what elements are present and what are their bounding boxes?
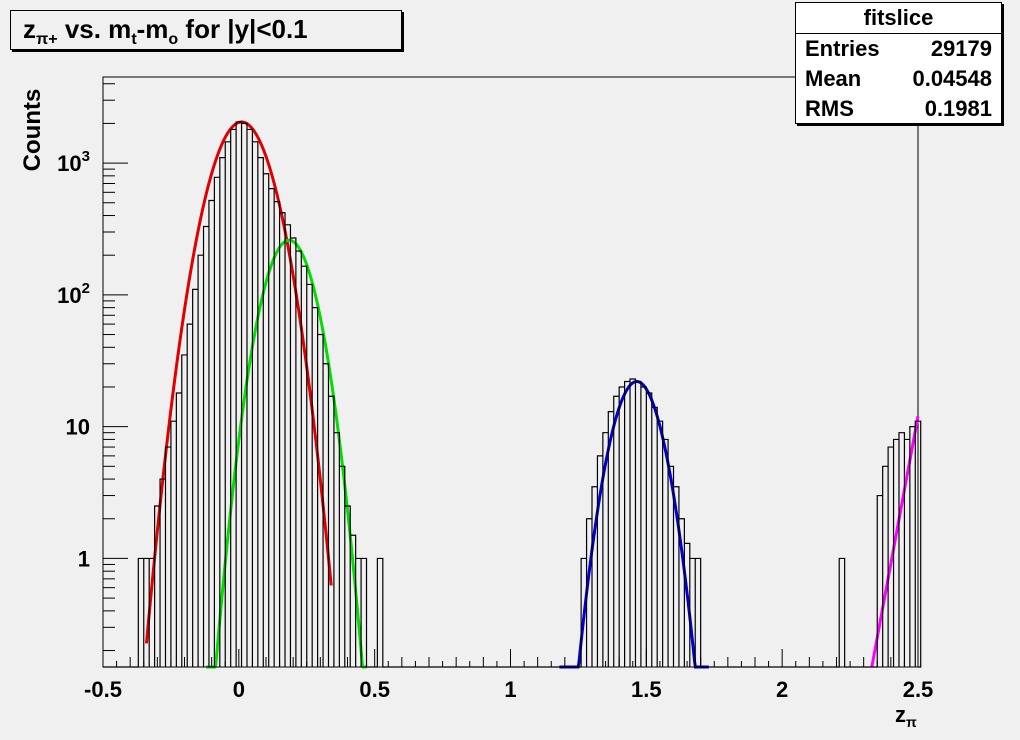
stats-value: 0.1981: [924, 96, 992, 121]
stats-row-rms: RMS 0.1981: [796, 94, 1001, 124]
x-tick-label: 2: [776, 677, 788, 702]
axes: -0.5 0 0.5 1 1.5 2 2.5 1 10 102 103: [57, 77, 933, 702]
y-tick-label: 102: [57, 280, 90, 308]
plot-frame: [102, 76, 919, 668]
x-tick-label: 1.5: [631, 677, 662, 702]
y-tick-label: 103: [57, 148, 90, 176]
y-tick-label: 10: [66, 415, 90, 440]
stats-label: RMS: [805, 96, 854, 121]
y-tick-label: 1: [78, 546, 90, 571]
chart-title: zπ+ vs. mt-mo for |y|<0.1: [23, 14, 308, 49]
stats-title: fitslice: [796, 3, 1001, 34]
stats-row-entries: Entries 29179: [796, 34, 1001, 64]
stats-box: fitslice Entries 29179 Mean 0.04548 RMS …: [795, 2, 1002, 124]
histogram-steps: [103, 121, 922, 668]
stats-label: Entries: [805, 36, 880, 61]
x-tick-label: -0.5: [84, 677, 122, 702]
stats-row-mean: Mean 0.04548: [796, 64, 1001, 94]
x-axis-label: zπ: [895, 702, 917, 730]
x-tick-label: 2.5: [903, 677, 934, 702]
x-tick-label: 1: [504, 677, 516, 702]
x-tick-label: 0.5: [359, 677, 390, 702]
stats-label: Mean: [805, 66, 862, 91]
stats-value: 0.04548: [912, 66, 992, 91]
y-axis-label: Counts: [19, 89, 46, 172]
histogram: [103, 121, 922, 668]
chart-title-box: zπ+ vs. mt-mo for |y|<0.1: [10, 10, 402, 50]
stats-value: 29179: [930, 36, 992, 61]
x-tick-label: 0: [233, 677, 245, 702]
